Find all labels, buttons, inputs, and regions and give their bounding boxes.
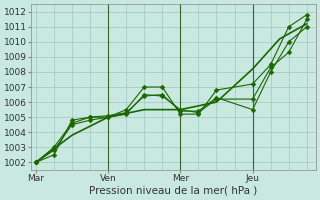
X-axis label: Pression niveau de la mer( hPa ): Pression niveau de la mer( hPa )	[90, 186, 258, 196]
